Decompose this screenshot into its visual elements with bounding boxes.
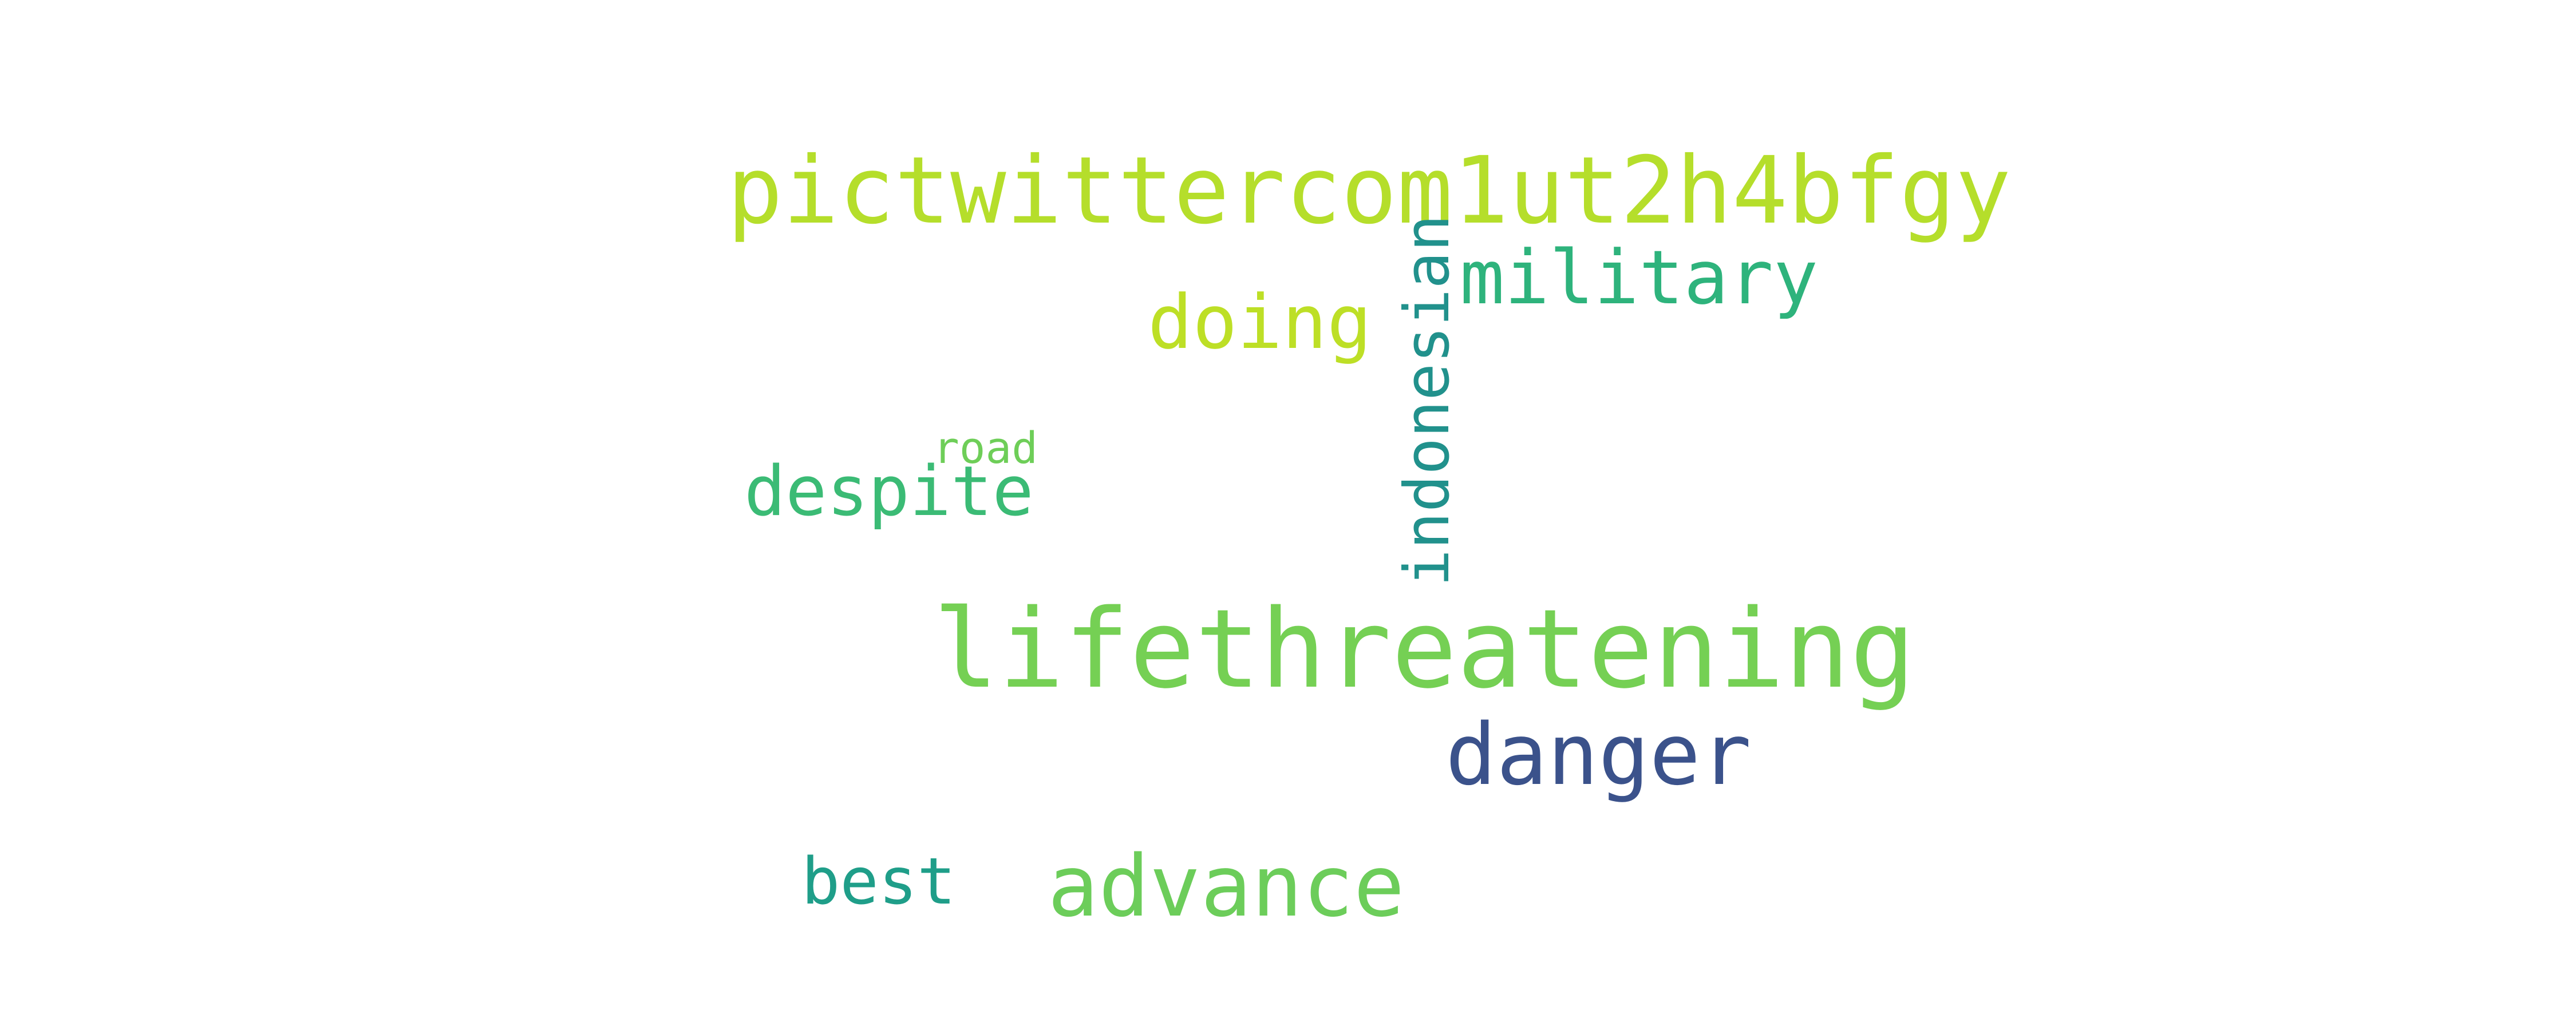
word-despite: despite — [744, 452, 1034, 532]
word-best: best — [801, 845, 956, 919]
word-danger: danger — [1445, 706, 1752, 804]
word-doing: doing — [1148, 279, 1372, 366]
word-pictwittercom1ut2h4bfgy: pictwittercom1ut2h4bfgy — [727, 137, 2012, 245]
word-military: military — [1460, 234, 1819, 321]
word-road: road — [933, 422, 1038, 473]
word-indonesian: indonesian — [1392, 214, 1463, 587]
word-advance: advance — [1048, 837, 1405, 936]
word-lifethreatening: lifethreatening — [933, 586, 1915, 712]
